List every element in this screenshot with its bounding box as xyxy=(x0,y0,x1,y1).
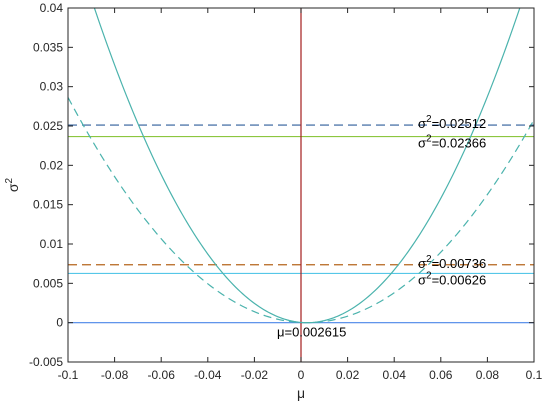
hline-label: σ2=0.00736 xyxy=(418,254,486,271)
y-tick-label: 0.015 xyxy=(33,198,63,212)
axes: -0.1 -0.08 -0.06 -0.04 -0.02 0 0.02 0.04 0.06 0.0… xyxy=(29,1,543,382)
y-tick-label: 0.01 xyxy=(40,237,64,251)
y-tick-label: 0.03 xyxy=(40,80,64,94)
y-tick-label: 0.04 xyxy=(40,1,64,15)
x-tick-label: 0.02 xyxy=(336,368,360,382)
curve-dashed xyxy=(68,97,534,324)
y-tick-label: 0.035 xyxy=(33,40,63,54)
y-tick-label: 0 xyxy=(56,316,63,330)
mu-annotation: μ=0.002615 xyxy=(277,325,346,340)
series-group xyxy=(68,8,534,362)
y-tick-label: 0.005 xyxy=(33,276,63,290)
x-tick-label: -0.04 xyxy=(194,368,222,382)
x-tick-label: -0.08 xyxy=(101,368,129,382)
x-tick-label: 0.1 xyxy=(526,368,543,382)
curve-solid xyxy=(93,8,521,324)
x-tick-label: -0.06 xyxy=(148,368,176,382)
y-axis-title: σ2 xyxy=(4,177,21,192)
x-tick-label: 0 xyxy=(298,368,305,382)
y-tick-label: -0.005 xyxy=(29,355,63,369)
x-axis-title: μ xyxy=(297,385,305,401)
x-tick-label: 0.06 xyxy=(429,368,453,382)
x-tick-label: 0.04 xyxy=(383,368,407,382)
y-tick-label: 0.02 xyxy=(40,158,64,172)
hline-label: σ2=0.02366 xyxy=(418,134,486,151)
plot-area xyxy=(68,8,534,362)
y-tick-label: 0.025 xyxy=(33,119,63,133)
x-tick-label: -0.02 xyxy=(241,368,269,382)
x-tick-label: 0.08 xyxy=(476,368,500,382)
hline-label: σ2=0.00626 xyxy=(418,270,486,287)
x-tick-label: -0.1 xyxy=(58,368,79,382)
hline-label: σ2=0.02512 xyxy=(418,114,486,131)
